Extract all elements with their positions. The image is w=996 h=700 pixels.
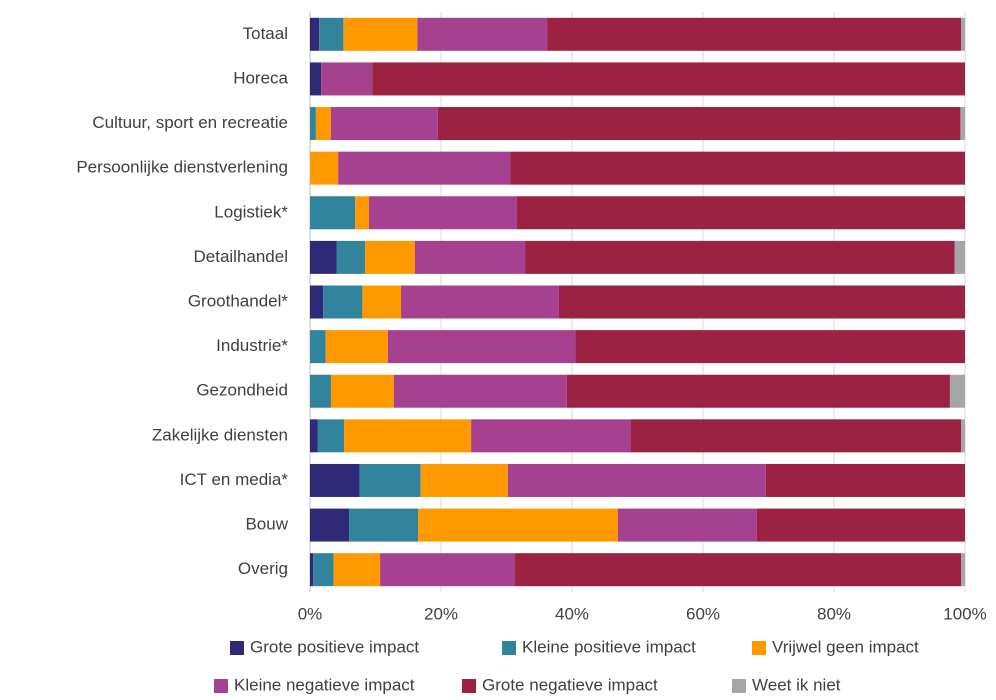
legend-label: Grote positieve impact xyxy=(250,637,419,656)
bar-segment xyxy=(961,553,965,587)
bar-segment xyxy=(525,240,955,274)
bar-segment xyxy=(368,196,517,230)
bar-segment xyxy=(756,508,965,542)
legend-label: Kleine positieve impact xyxy=(522,637,696,656)
bar-segment xyxy=(961,17,965,51)
bar-segment xyxy=(310,508,350,542)
bar-segment xyxy=(566,374,950,408)
y-tick-label: Bouw xyxy=(245,515,288,534)
bar-segment xyxy=(515,553,962,587)
legend-label: Kleine negatieve impact xyxy=(234,675,415,694)
bar-segment xyxy=(355,196,369,230)
x-tick-label: 100% xyxy=(943,604,986,623)
bar-segment xyxy=(387,330,576,364)
legend-swatch xyxy=(230,641,244,655)
bar-segment xyxy=(344,419,472,453)
bar-segment xyxy=(333,553,381,587)
y-tick-label: Horeca xyxy=(233,68,288,87)
bar-segment xyxy=(960,107,965,141)
bar-segment xyxy=(961,419,965,453)
bar-segment xyxy=(547,17,962,51)
bar-segment xyxy=(325,330,388,364)
bar-segment xyxy=(437,107,961,141)
bar-segment xyxy=(310,107,316,141)
y-tick-label: Groothandel* xyxy=(188,291,289,310)
bar-segment xyxy=(310,240,337,274)
bar-segment xyxy=(380,553,516,587)
legend-label: Vrijwel geen impact xyxy=(772,637,919,656)
y-tick-label: Overig xyxy=(238,559,288,578)
bar-segment xyxy=(321,62,373,96)
legend-swatch xyxy=(502,641,516,655)
bar-segment xyxy=(323,285,363,319)
bar-segment xyxy=(310,17,320,51)
bar-segment xyxy=(310,151,339,185)
legend-swatch xyxy=(214,679,228,693)
bar-segment xyxy=(310,62,322,96)
bar-segment xyxy=(317,419,345,453)
y-tick-label: Persoonlijke dienstverlening xyxy=(76,158,288,177)
x-tick-label: 40% xyxy=(555,604,589,623)
y-tick-label: ICT en media* xyxy=(180,470,289,489)
bar-segment xyxy=(558,285,965,319)
bar-segment xyxy=(949,374,965,408)
bar-segment xyxy=(315,107,331,141)
bar-segment xyxy=(765,463,965,497)
legend-swatch xyxy=(732,679,746,693)
bar-segment xyxy=(319,17,344,51)
y-tick-label: Gezondheid xyxy=(196,381,288,400)
bar-segment xyxy=(310,374,331,408)
bar-segment xyxy=(310,285,324,319)
bar-segment xyxy=(418,508,618,542)
legend-label: Weet ik niet xyxy=(752,675,841,694)
bar-segment xyxy=(414,240,526,274)
bar-segment xyxy=(575,330,965,364)
y-tick-label: Cultuur, sport en recreatie xyxy=(92,113,288,132)
bar-segment xyxy=(420,463,508,497)
legend-swatch xyxy=(752,641,766,655)
bar-segment xyxy=(401,285,559,319)
bar-segment xyxy=(516,196,965,230)
y-tick-label: Logistiek* xyxy=(214,202,288,221)
y-tick-label: Totaal xyxy=(243,24,288,43)
legend-swatch xyxy=(462,679,476,693)
x-tick-label: 20% xyxy=(424,604,458,623)
bar-segment xyxy=(359,463,421,497)
bar-segment xyxy=(954,240,965,274)
legend-label: Grote negatieve impact xyxy=(482,675,658,694)
bar-segment xyxy=(310,553,314,587)
x-tick-label: 0% xyxy=(298,604,323,623)
bar-segment xyxy=(330,107,438,141)
bar-segment xyxy=(349,508,419,542)
bar-segment xyxy=(310,463,360,497)
bar-segment xyxy=(507,463,766,497)
bar-segment xyxy=(417,17,548,51)
bar-segment xyxy=(471,419,631,453)
bar-segment xyxy=(338,151,511,185)
x-tick-label: 80% xyxy=(817,604,851,623)
bar-segment xyxy=(310,196,356,230)
bar-segment xyxy=(330,374,394,408)
bar-segment xyxy=(336,240,366,274)
bar-segment xyxy=(343,17,418,51)
bar-segment xyxy=(365,240,415,274)
bar-segment xyxy=(310,419,318,453)
y-tick-label: Zakelijke diensten xyxy=(152,425,288,444)
bar-segment xyxy=(393,374,567,408)
y-tick-label: Detailhandel xyxy=(193,247,288,266)
bar-segment xyxy=(313,553,334,587)
bar-segment xyxy=(510,151,965,185)
y-tick-label: Industrie* xyxy=(216,336,288,355)
bar-segment xyxy=(362,285,402,319)
x-tick-label: 60% xyxy=(686,604,720,623)
bar-segment xyxy=(372,62,966,96)
bar-segment xyxy=(630,419,962,453)
bar-segment xyxy=(617,508,757,542)
bar-segment xyxy=(310,330,326,364)
